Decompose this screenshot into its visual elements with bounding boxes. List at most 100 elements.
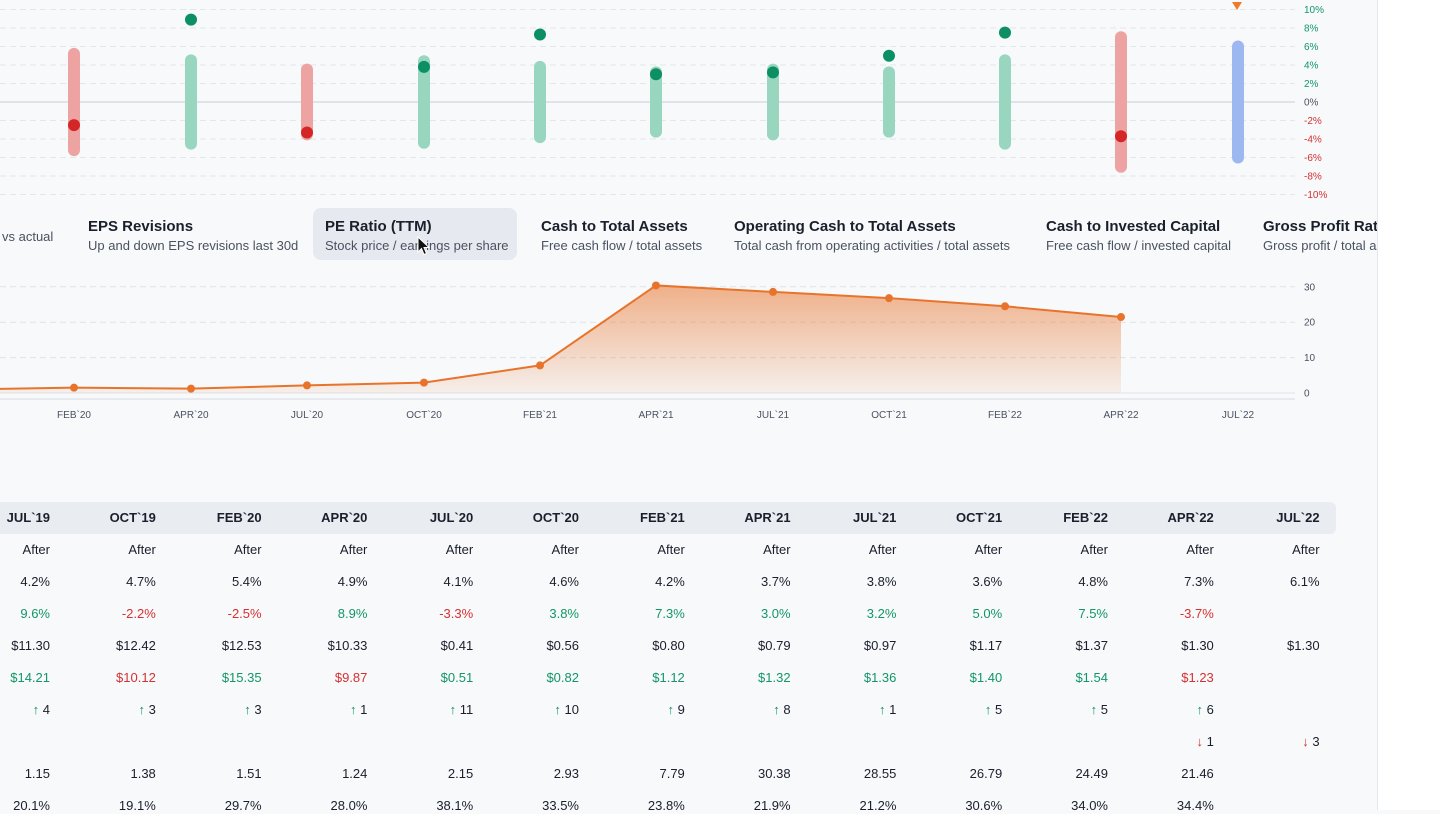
x-tick-label: OCT`21 xyxy=(871,409,907,421)
arrow-up-icon: ↑ xyxy=(244,702,255,717)
table-cell: ↑ 6 xyxy=(1114,702,1213,718)
column-header[interactable]: JUL`21 xyxy=(853,510,897,525)
table-cell: 5.4% xyxy=(231,574,262,589)
table-cell: 1.51 xyxy=(236,766,262,781)
table-cell: 4.1% xyxy=(443,574,474,589)
table-cell: ↑ 5 xyxy=(1008,702,1108,718)
metric-tab-cash-to-invested-capital[interactable]: Cash to Invested Capital Free cash flow … xyxy=(1034,208,1243,260)
table-cell: $1.37 xyxy=(1075,638,1108,653)
metric-tab-eps-surprise[interactable]: vs actual xyxy=(0,208,65,260)
y-tick-label: -10% xyxy=(1304,190,1327,201)
revision-count: 11 xyxy=(459,702,474,717)
table-cell: $15.35 xyxy=(221,670,262,685)
column-header[interactable]: APR`20 xyxy=(321,510,368,525)
metric-tab-cash-to-total-assets[interactable]: Cash to Total Assets Free cash flow / to… xyxy=(529,208,714,260)
pe-area-fill xyxy=(0,285,1121,393)
revision-count: 3 xyxy=(1312,734,1320,749)
column-header[interactable]: APR`21 xyxy=(744,510,791,525)
column-header[interactable]: FEB`22 xyxy=(1063,510,1108,525)
metric-tab-title: Gross Profit Ratio xyxy=(1263,218,1377,235)
table-cell: $1.23 xyxy=(1181,670,1214,685)
metric-tab-description: Free cash flow / invested capital xyxy=(1046,238,1231,253)
column-header[interactable]: FEB`21 xyxy=(640,510,685,525)
metric-tab-description: vs actual xyxy=(2,229,54,244)
revision-count: 1 xyxy=(889,702,897,717)
table-cell: 30.38 xyxy=(758,766,791,781)
metric-tabs-strip: vs actual EPS Revisions Up and down EPS … xyxy=(0,200,1377,270)
revision-count: 8 xyxy=(783,702,791,717)
table-cell: 29.7% xyxy=(224,798,262,813)
table-cell: 5.0% xyxy=(972,606,1003,621)
table-cell: ↑ 3 xyxy=(162,702,262,718)
table-cell: 7.5% xyxy=(1078,606,1108,621)
table-cell: $0.82 xyxy=(546,670,579,685)
arrow-up-icon: ↑ xyxy=(879,702,890,717)
revision-dot xyxy=(650,68,662,81)
table-cell: After xyxy=(234,542,262,557)
revision-count: 3 xyxy=(254,702,262,717)
table-cell: ↑ 10 xyxy=(479,702,579,718)
revision-dot xyxy=(418,60,430,73)
table-cell: ↑ 1 xyxy=(267,702,367,718)
x-tick-label: FEB`21 xyxy=(523,409,557,421)
column-header[interactable]: JUL`20 xyxy=(429,510,474,525)
column-header[interactable]: OCT`19 xyxy=(109,510,156,525)
table-cell: 21.2% xyxy=(859,798,897,813)
table-cell: ↓ 3 xyxy=(1220,734,1320,750)
table-cell: -2.2% xyxy=(121,606,156,621)
table-cell: 26.79 xyxy=(969,766,1003,781)
table-cell: $1.12 xyxy=(652,670,685,685)
table-cell: After xyxy=(128,542,156,557)
x-tick-label: APR`20 xyxy=(173,409,208,421)
x-tick-label: JUL`22 xyxy=(1222,409,1255,421)
metric-tab-title: PE Ratio (TTM) xyxy=(325,218,432,235)
column-header[interactable]: FEB`20 xyxy=(216,510,262,525)
table-cell: 21.9% xyxy=(753,798,791,813)
column-header[interactable]: APR`22 xyxy=(1167,510,1214,525)
metric-tab-pe-ratio[interactable]: PE Ratio (TTM) Stock price / earnings pe… xyxy=(313,208,517,260)
column-header[interactable]: JUL`22 xyxy=(1276,510,1320,525)
table-cell: 23.8% xyxy=(647,798,685,813)
table-cell: ↑ 5 xyxy=(902,702,1002,718)
table-cell: $0.79 xyxy=(758,638,791,653)
metric-tab-title: Operating Cash to Total Assets xyxy=(734,218,956,235)
table-cell: -2.5% xyxy=(227,606,262,621)
revision-dot xyxy=(1115,130,1127,143)
table-cell: 4.7% xyxy=(126,574,156,589)
table-cell: 7.3% xyxy=(655,606,685,621)
table-cell: $1.30 xyxy=(1181,638,1214,653)
revision-count: 9 xyxy=(677,702,685,717)
table-cell: 28.55 xyxy=(863,766,897,781)
table-cell: 9.6% xyxy=(20,606,50,621)
table-cell: 8.9% xyxy=(337,606,368,621)
column-header[interactable]: OCT`20 xyxy=(532,510,579,525)
table-cell: $0.97 xyxy=(863,638,897,653)
y-tick-label: 8% xyxy=(1304,24,1319,35)
table-cell: -3.7% xyxy=(1179,606,1214,621)
arrow-up-icon: ↑ xyxy=(667,702,678,717)
table-cell: 21.46 xyxy=(1181,766,1214,781)
table-cell: After xyxy=(1080,542,1108,557)
table-cell: 2.93 xyxy=(553,766,579,781)
metric-tab-description: Free cash flow / total assets xyxy=(541,238,703,253)
revision-count: 5 xyxy=(994,702,1003,717)
metric-tab-gross-profit-ratio[interactable]: Gross Profit Ratio Gross profit / total … xyxy=(1251,208,1377,260)
pe-point xyxy=(1001,302,1009,311)
table-cell: $0.41 xyxy=(440,638,474,653)
table-cell: 28.0% xyxy=(330,798,368,813)
right-side-panel xyxy=(1377,0,1440,810)
metric-tab-operating-cash-to-total-assets[interactable]: Operating Cash to Total Assets Total cas… xyxy=(722,208,1022,260)
y-tick-label: -2% xyxy=(1304,116,1322,127)
pe-point xyxy=(70,383,78,392)
table-cell: ↑ 1 xyxy=(796,702,896,718)
table-cell: After xyxy=(1186,542,1214,557)
column-header[interactable]: JUL`19 xyxy=(6,510,50,525)
arrow-up-icon: ↑ xyxy=(773,702,784,717)
pe-point xyxy=(769,287,777,296)
column-header[interactable]: OCT`21 xyxy=(955,510,1003,525)
table-cell: After xyxy=(445,542,474,557)
arrow-up-icon: ↑ xyxy=(1196,702,1207,717)
metric-tab-description: Gross profit / total assets xyxy=(1263,238,1377,253)
metric-tab-eps-revisions[interactable]: EPS Revisions Up and down EPS revisions … xyxy=(76,208,310,260)
y-tick-label: 10 xyxy=(1304,353,1316,364)
